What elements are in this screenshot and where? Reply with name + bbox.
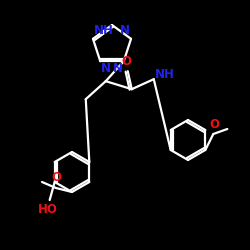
Text: O: O <box>209 118 219 131</box>
Text: O: O <box>51 171 61 184</box>
Text: NH: NH <box>155 68 175 81</box>
Text: O: O <box>122 55 132 68</box>
Text: N: N <box>113 62 123 75</box>
Text: NH: NH <box>94 24 114 37</box>
Text: N: N <box>120 24 130 37</box>
Text: HO: HO <box>38 203 58 216</box>
Text: N: N <box>101 62 111 75</box>
